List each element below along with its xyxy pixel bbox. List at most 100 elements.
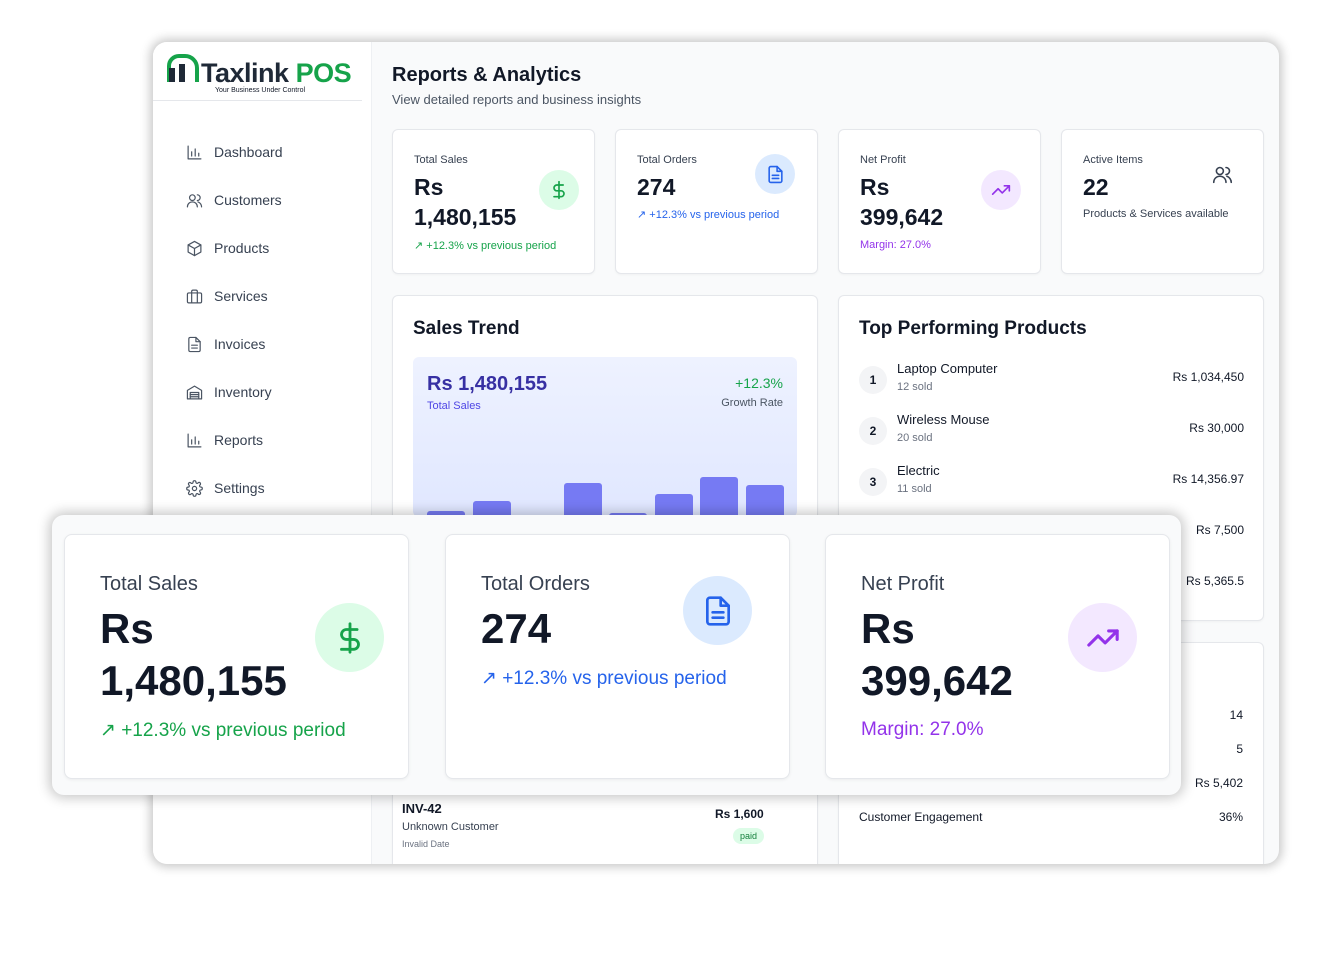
users-icon bbox=[1212, 166, 1232, 183]
list-item[interactable]: 3 Electric 11 sold Rs 14,356.97 bbox=[859, 462, 1244, 506]
logo-mark-icon bbox=[167, 54, 199, 82]
stat-value-line2: 1,480,155 bbox=[414, 204, 517, 230]
stat-value-line1: Rs bbox=[100, 605, 154, 652]
stat-value: Rs 1,480,155 bbox=[414, 172, 544, 232]
product-name: Laptop Computer bbox=[897, 361, 998, 376]
stat-label: Active Items bbox=[1083, 154, 1143, 166]
product-sold: 11 sold bbox=[897, 483, 932, 495]
stat-value-line1: Rs bbox=[860, 174, 890, 200]
product-name: Electric bbox=[897, 463, 940, 478]
brand-name-part2: POS bbox=[295, 58, 352, 88]
zoomed-stat-cards: Total Sales Rs 1,480,155 ↗ +12.3% vs pre… bbox=[52, 515, 1181, 795]
sidebar-item-products[interactable]: Products bbox=[186, 224, 283, 272]
stat-label: Net Profit bbox=[861, 573, 945, 595]
bar-chart-icon bbox=[187, 433, 202, 447]
trend-total-value: Rs 1,480,155 bbox=[427, 373, 548, 395]
sidebar-item-label: Reports bbox=[214, 432, 264, 448]
trend-growth-value: +12.3% bbox=[735, 375, 783, 391]
section-title: Sales Trend bbox=[413, 318, 520, 339]
dollar-icon bbox=[339, 621, 360, 654]
product-name: Wireless Mouse bbox=[897, 412, 990, 427]
brand-logo[interactable]: Taxlink POS Your Business Under Control bbox=[167, 54, 363, 98]
brand-tagline: Your Business Under Control bbox=[215, 87, 306, 94]
stat-note: ↗ +12.3% vs previous period bbox=[637, 209, 780, 221]
stat-card-net-profit: Net Profit Rs 399,642 Margin: 27.0% bbox=[838, 129, 1041, 274]
stat-value: 274 bbox=[481, 603, 711, 655]
list-item[interactable]: 2 Wireless Mouse 20 sold Rs 30,000 bbox=[859, 411, 1244, 455]
stat-icon-badge bbox=[315, 603, 384, 672]
sidebar-item-services[interactable]: Services bbox=[186, 272, 283, 320]
stat-value: Rs 399,642 bbox=[860, 172, 990, 232]
product-sold: 12 sold bbox=[897, 381, 933, 393]
metric-value: 36% bbox=[1218, 810, 1243, 824]
metric-row: Customer Engagement 36% bbox=[859, 810, 1243, 824]
stat-card-total-sales: Total Sales Rs 1,480,155 ↗ +12.3% vs pre… bbox=[392, 129, 595, 274]
briefcase-icon bbox=[186, 289, 203, 303]
product-amount: Rs 1,034,450 bbox=[1172, 370, 1244, 384]
sidebar-item-invoices[interactable]: Invoices bbox=[186, 320, 283, 368]
stat-icon-badge bbox=[1068, 603, 1137, 672]
stat-icon-badge bbox=[981, 170, 1021, 210]
stat-note: ↗ +12.3% vs previous period bbox=[481, 668, 727, 689]
trend-bar bbox=[563, 483, 602, 517]
stat-label: Total Orders bbox=[481, 573, 590, 595]
invoice-id[interactable]: INV-42 bbox=[402, 801, 442, 816]
stat-label: Total Sales bbox=[414, 154, 468, 166]
sidebar-item-label: Inventory bbox=[214, 384, 272, 400]
stat-value-line1: 274 bbox=[637, 174, 676, 200]
invoice-date: Invalid Date bbox=[402, 839, 450, 849]
product-amount: Rs 14,356.97 bbox=[1172, 472, 1244, 486]
package-icon bbox=[187, 240, 202, 256]
stat-icon-badge bbox=[683, 576, 752, 645]
stat-value: Rs 399,642 bbox=[861, 603, 1091, 707]
stat-label: Total Sales bbox=[100, 573, 198, 595]
invoice-amount: Rs 1,600 bbox=[715, 807, 764, 821]
stat-card-total-orders-zoomed: Total Orders 274 ↗ +12.3% vs previous pe… bbox=[445, 534, 790, 779]
file-text-icon bbox=[767, 165, 783, 183]
list-item[interactable]: 1 Laptop Computer 12 sold Rs 1,034,450 bbox=[859, 360, 1244, 404]
stat-value-line1: Rs bbox=[861, 605, 915, 652]
page-title: Reports & Analytics bbox=[392, 64, 582, 86]
page-subtitle: View detailed reports and business insig… bbox=[392, 92, 642, 107]
sidebar-item-label: Dashboard bbox=[214, 144, 283, 160]
trending-up-icon bbox=[991, 185, 1011, 195]
file-text-icon bbox=[188, 336, 201, 352]
sidebar-item-customers[interactable]: Customers bbox=[186, 176, 283, 224]
stat-value-line1: Rs bbox=[414, 174, 444, 200]
gear-icon bbox=[186, 479, 203, 497]
invoice-customer: Unknown Customer bbox=[402, 821, 499, 833]
sidebar-item-inventory[interactable]: Inventory bbox=[186, 368, 283, 416]
metric-label: Customer Engagement bbox=[859, 810, 983, 824]
sidebar-item-settings[interactable]: Settings bbox=[186, 464, 283, 512]
stat-note: ↗ +12.3% vs previous period bbox=[414, 240, 557, 252]
stat-icon-badge bbox=[755, 154, 795, 194]
sidebar-item-label: Customers bbox=[214, 192, 282, 208]
stat-value: Rs 1,480,155 bbox=[100, 603, 330, 707]
users-icon bbox=[186, 193, 203, 207]
sidebar-item-label: Services bbox=[214, 288, 268, 304]
section-title: Top Performing Products bbox=[859, 318, 1087, 339]
stat-note: Products & Services available bbox=[1083, 208, 1229, 220]
sidebar-item-label: Invoices bbox=[214, 336, 266, 352]
stat-label: Net Profit bbox=[860, 154, 906, 166]
sidebar-item-dashboard[interactable]: Dashboard bbox=[186, 128, 283, 176]
stat-note: Margin: 27.0% bbox=[860, 239, 931, 251]
product-sold: 20 sold bbox=[897, 432, 933, 444]
trend-growth-label: Growth Rate bbox=[721, 397, 783, 409]
stat-note: Margin: 27.0% bbox=[861, 719, 984, 740]
sidebar-nav: Dashboard Customers Products Services In… bbox=[186, 128, 283, 512]
sidebar-item-label: Settings bbox=[214, 480, 265, 496]
metric-value: 14 bbox=[1229, 708, 1243, 722]
metric-value: 5 bbox=[1236, 742, 1243, 756]
stat-value-line1: 22 bbox=[1083, 174, 1109, 200]
bar-chart-icon bbox=[187, 145, 202, 159]
stat-value-line2: 399,642 bbox=[860, 204, 944, 230]
stat-card-total-orders: Total Orders 274 ↗ +12.3% vs previous pe… bbox=[615, 129, 818, 274]
brand-name-part1: Taxlink bbox=[201, 58, 289, 88]
product-amount: Rs 5,365.5 bbox=[1185, 574, 1244, 588]
warehouse-icon bbox=[186, 385, 203, 399]
trend-bar bbox=[472, 501, 511, 517]
stat-icon-badge bbox=[539, 170, 579, 210]
sidebar-item-reports[interactable]: Reports bbox=[186, 416, 283, 464]
